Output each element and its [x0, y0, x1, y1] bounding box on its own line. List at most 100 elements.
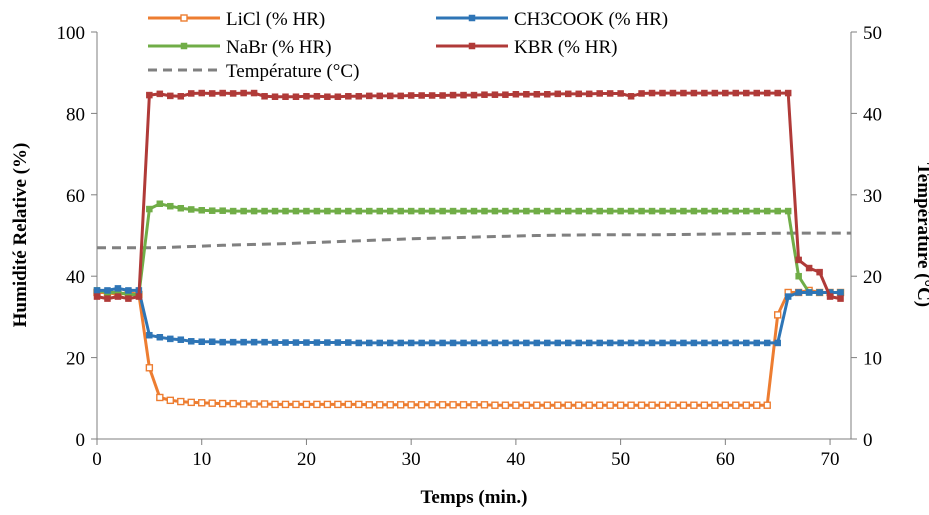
data-point — [774, 89, 781, 97]
data-point — [491, 401, 499, 409]
data-point — [418, 207, 425, 215]
data-point — [544, 207, 551, 215]
data-point — [680, 207, 687, 215]
data-point — [680, 339, 687, 347]
data-point — [271, 93, 279, 100]
data-point — [386, 339, 394, 347]
data-point — [345, 207, 352, 215]
legend-label: LiCl (% HR) — [226, 9, 325, 30]
data-point — [753, 401, 761, 409]
data-point — [711, 339, 719, 347]
data-point — [334, 93, 342, 100]
data-point — [438, 401, 447, 409]
legend-item: CH3COOK (% HR) — [436, 9, 668, 30]
y-right-tick-label: 10 — [863, 349, 882, 370]
data-point — [449, 339, 457, 347]
data-point — [219, 89, 226, 97]
data-point — [784, 207, 792, 215]
legend-item: LiCl (% HR) — [148, 9, 325, 30]
data-point — [690, 89, 698, 97]
legend-label: KBR (% HR) — [514, 37, 617, 58]
data-point — [690, 207, 698, 215]
data-point — [470, 207, 478, 215]
data-point — [491, 207, 499, 215]
data-point — [449, 91, 457, 99]
data-point — [648, 89, 656, 97]
data-point — [355, 93, 363, 100]
data-point — [439, 207, 446, 215]
data-point — [533, 339, 541, 347]
series-4 — [97, 231, 851, 250]
data-point — [575, 339, 582, 347]
data-point — [753, 89, 760, 97]
data-point — [480, 401, 489, 409]
data-point — [585, 90, 593, 98]
data-point — [145, 364, 154, 372]
data-point — [334, 207, 342, 215]
legend-label: Température (°C) — [226, 61, 359, 82]
data-point — [219, 207, 226, 214]
data-point — [93, 287, 101, 294]
data-point — [617, 339, 624, 347]
data-point — [135, 293, 143, 300]
data-point — [229, 207, 237, 215]
data-point — [104, 287, 111, 294]
y-right-tick-label: 20 — [863, 267, 882, 288]
data-point — [491, 91, 499, 98]
data-point — [732, 207, 740, 215]
data-point — [585, 339, 593, 347]
data-point — [470, 339, 478, 347]
data-point — [93, 293, 101, 300]
legend-marker — [468, 42, 476, 50]
data-point — [282, 93, 289, 100]
data-point — [167, 202, 174, 210]
data-point — [177, 93, 185, 100]
data-point — [366, 92, 373, 100]
y-right-tick-label: 50 — [863, 23, 882, 44]
data-point — [229, 90, 237, 97]
data-point — [198, 89, 205, 97]
data-point — [659, 339, 666, 347]
data-point — [418, 339, 425, 347]
data-point — [355, 339, 363, 347]
data-point — [606, 401, 614, 409]
data-point — [616, 401, 625, 409]
data-point — [146, 205, 153, 213]
data-point — [188, 206, 195, 213]
data-point — [481, 207, 488, 215]
data-point — [554, 207, 562, 215]
data-point — [428, 207, 436, 215]
data-point — [156, 90, 164, 98]
data-point — [795, 272, 802, 280]
data-point — [722, 207, 729, 215]
legend-item: KBR (% HR) — [436, 37, 617, 58]
data-point — [648, 339, 656, 347]
data-point — [407, 92, 415, 99]
data-point — [743, 89, 750, 97]
data-point — [166, 396, 175, 405]
data-point — [439, 92, 446, 99]
data-point — [805, 264, 813, 272]
data-point — [386, 401, 394, 409]
series-line — [97, 288, 841, 407]
series-3 — [93, 89, 844, 302]
data-point — [323, 400, 332, 409]
data-point — [533, 207, 541, 215]
data-point — [303, 207, 310, 215]
data-point — [292, 93, 300, 100]
x-axis-ticks: 0 10 20 30 40 50 60 70 — [92, 439, 840, 470]
data-point — [313, 339, 321, 346]
data-point — [439, 339, 446, 347]
data-point — [732, 401, 740, 409]
data-point — [564, 401, 572, 409]
x-tick-label: 70 — [821, 449, 840, 470]
data-point — [366, 339, 373, 347]
data-point — [763, 207, 771, 215]
data-point — [502, 339, 509, 347]
data-point — [198, 399, 206, 407]
x-tick-label: 10 — [192, 449, 211, 470]
data-point — [805, 289, 813, 296]
data-point — [595, 401, 604, 409]
data-point — [565, 207, 572, 215]
data-point — [753, 207, 760, 215]
